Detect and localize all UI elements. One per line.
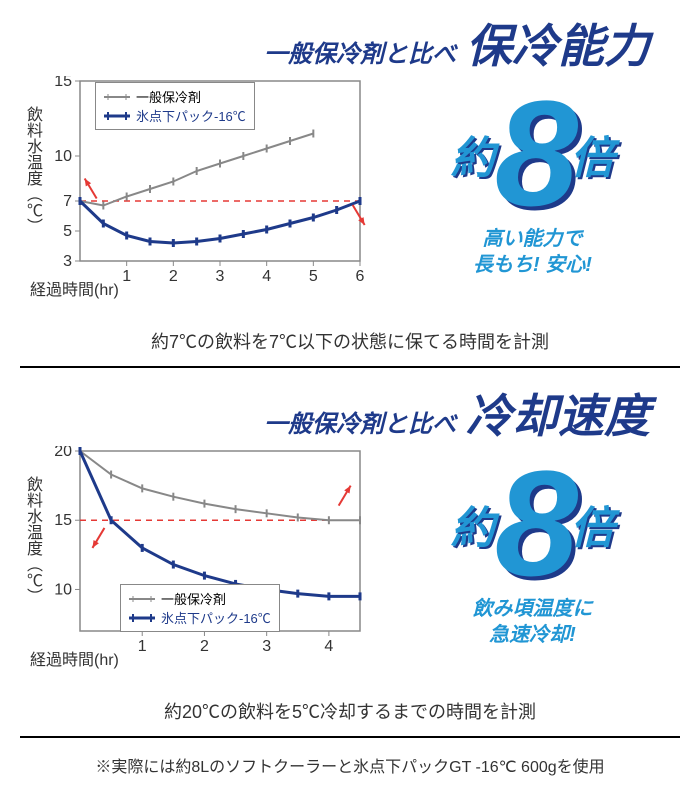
svg-text:15: 15: [54, 512, 72, 529]
header-large-2: 冷却速度: [466, 380, 650, 446]
svg-text:10: 10: [54, 581, 72, 598]
chart1-legend: 一般保冷剤 氷点下パック-16℃: [95, 82, 255, 130]
svg-text:2: 2: [200, 638, 209, 651]
tagline-2: 飲み頃温度に 急速冷却!: [473, 596, 593, 648]
svg-text:5: 5: [63, 223, 72, 240]
svg-text:4: 4: [262, 268, 271, 281]
header-small-2: 一般保冷剤と比べ: [264, 404, 456, 439]
times-label: 倍: [570, 122, 614, 186]
svg-text:6: 6: [356, 268, 365, 281]
svg-text:2: 2: [169, 268, 178, 281]
svg-text:5: 5: [309, 268, 318, 281]
header-row-2: 一般保冷剤と比べ 冷却速度: [20, 380, 680, 446]
legend-gray-label: 一般保冷剤: [136, 87, 201, 106]
big-col-2: 約 8 倍 飲み頃温度に 急速冷却!: [385, 446, 680, 648]
svg-text:10: 10: [54, 148, 72, 165]
chart2-xlabel: 経過時間(hr): [30, 646, 119, 670]
legend-blue-label: 氷点下パック-16℃: [136, 106, 246, 125]
footnote: ※実際には約8Lのソフトクーラーと氷点下パックGT -16℃ 600gを使用: [20, 753, 680, 777]
big-number-2: 8: [495, 456, 570, 591]
big-number: 8: [495, 86, 570, 221]
tagline2-l1: 飲み頃温度に: [473, 598, 593, 620]
svg-text:1: 1: [122, 268, 131, 281]
chart2-legend: 一般保冷剤 氷点下パック-16℃: [120, 584, 280, 632]
header-small: 一般保冷剤と比べ: [264, 34, 456, 69]
chart2-area: 飲料水温度（℃） 1234101520 一般保冷剤 氷点下パック-16℃ 経過時…: [20, 446, 370, 696]
tagline2-l2: 急速冷却!: [489, 624, 576, 646]
legend-blue-label-2: 氷点下パック-16℃: [161, 608, 271, 627]
legend-gray-label-2: 一般保冷剤: [161, 589, 226, 608]
section-cooling-capacity: 一般保冷剤と比べ 保冷能力 飲料水温度（℃） 1234563571015 一般保…: [20, 10, 680, 354]
tagline-l2: 長もち! 安心!: [473, 254, 592, 276]
divider-1: [20, 366, 680, 368]
svg-text:4: 4: [324, 638, 333, 651]
chart1-caption: 約7℃の飲料を7℃以下の状態に保てる時間を計測: [20, 328, 680, 354]
chart1-area: 飲料水温度（℃） 1234563571015 一般保冷剤 氷点下パック-16℃ …: [20, 76, 370, 326]
times-label-2: 倍: [570, 492, 614, 556]
svg-text:20: 20: [54, 446, 72, 460]
about-label: 約: [451, 122, 495, 186]
svg-text:3: 3: [262, 638, 271, 651]
svg-text:1: 1: [138, 638, 147, 651]
tagline-1: 高い能力で 長もち! 安心!: [473, 226, 592, 278]
chart1-xlabel: 経過時間(hr): [30, 276, 119, 300]
svg-text:7: 7: [63, 193, 72, 210]
header-row: 一般保冷剤と比べ 保冷能力: [20, 10, 680, 76]
about-label-2: 約: [451, 492, 495, 556]
big-col-1: 約 8 倍 高い能力で 長もち! 安心!: [385, 76, 680, 278]
chart2-caption: 約20℃の飲料を5℃冷却するまでの時間を計測: [20, 698, 680, 724]
divider-2: [20, 736, 680, 738]
svg-text:15: 15: [54, 76, 72, 90]
tagline-l1: 高い能力で: [482, 228, 582, 250]
section-cooling-speed: 一般保冷剤と比べ 冷却速度 飲料水温度（℃） 1234101520 一般保冷剤 …: [20, 380, 680, 724]
svg-text:3: 3: [216, 268, 225, 281]
svg-text:3: 3: [63, 253, 72, 270]
header-large: 保冷能力: [466, 10, 650, 76]
